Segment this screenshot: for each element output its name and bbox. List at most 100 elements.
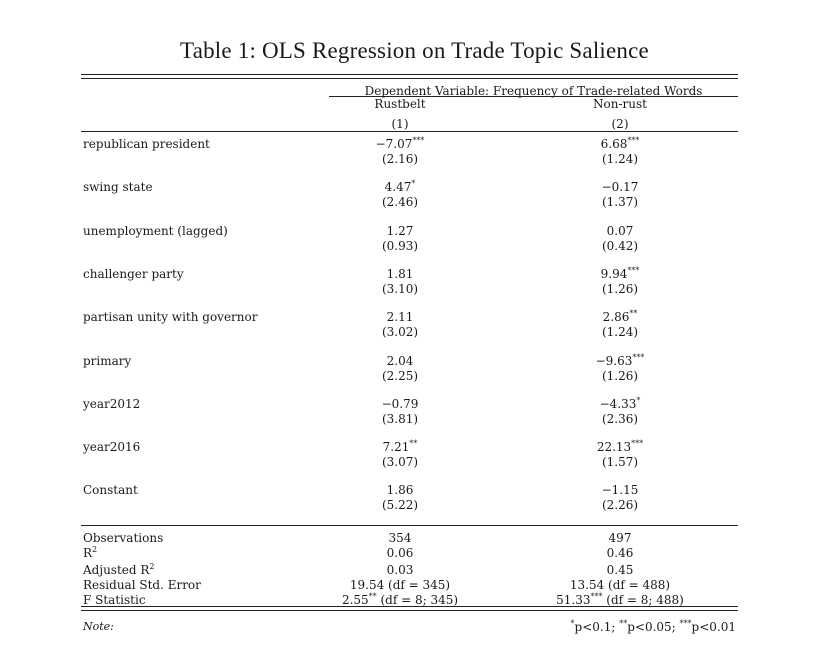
standard-error-c1: (3.07) (381, 455, 419, 469)
significance-stars: ** (629, 309, 638, 318)
coefficient-c1: −0.79 (330, 397, 470, 411)
statistic-value: 13.54 (df = 488) (569, 578, 671, 592)
standard-error-c1: (3.02) (381, 325, 419, 339)
statistic-value: 0.06 (386, 546, 414, 560)
coefficient-c1: −7.07*** (330, 136, 470, 152)
coefficient-value: 0.07 (606, 224, 634, 238)
coefficient-c2: 2.86** (540, 309, 700, 325)
row-label: challenger party (83, 267, 184, 281)
standard-error-c1: (0.93) (381, 239, 419, 253)
coefficient-c1: 1.81 (330, 267, 470, 281)
standard-error-c1: (2.46) (381, 195, 419, 209)
statistic-detail: (df = 8; 488) (602, 593, 684, 607)
statistic-label: Adjusted R2 (83, 562, 155, 578)
significance-stars: *** (632, 353, 645, 362)
statistic-detail: (df = 8; 345) (376, 593, 459, 607)
statistic-name: Observations (83, 531, 164, 545)
standard-error-c2: (1.37) (601, 195, 639, 209)
column-name-2: Non-rust (593, 97, 647, 111)
statistic-name: F Statistic (83, 593, 146, 607)
statistic-superscript: 2 (149, 562, 155, 571)
column-number-2: (2) (611, 117, 629, 131)
statistic-value: 497 (608, 531, 632, 545)
top-rule-second (81, 78, 738, 79)
statistic-superscript: 2 (92, 545, 98, 554)
note-star-1: * (570, 619, 575, 628)
standard-error-c2: (1.24) (601, 152, 639, 166)
dependent-variable-rule (329, 96, 738, 97)
standard-error-c2: (1.26) (601, 369, 639, 383)
statistic-name: Residual Std. Error (83, 578, 201, 592)
coefficient-value: −1.15 (601, 483, 639, 497)
coefficient-value: 4.47 (384, 180, 412, 194)
dependent-variable-header: Dependent Variable: Frequency of Trade-r… (364, 84, 703, 98)
note-star-2: ** (619, 619, 628, 628)
coefficient-value: −9.63 (595, 354, 633, 368)
coefficient-value: −4.33 (599, 397, 637, 411)
standard-error-c2: (1.24) (601, 325, 639, 339)
coefficient-c2: 22.13*** (540, 440, 700, 455)
statistic-label: R2 (83, 545, 98, 561)
statistic-value-c1: 2.55** (df = 8; 345) (330, 593, 470, 608)
statistic-value: 0.46 (606, 546, 634, 560)
significance-note: *p<0.1; **p<0.05; ***p<0.01 (500, 619, 736, 635)
statistic-label: Residual Std. Error (83, 578, 201, 592)
coefficient-value: 1.27 (386, 224, 414, 238)
top-rule (81, 74, 738, 75)
header-rule (81, 131, 738, 132)
bottom-rule (81, 606, 738, 607)
row-label: republican president (83, 137, 210, 151)
statistic-value: 0.45 (606, 563, 634, 577)
coefficient-c2: −4.33* (540, 396, 700, 412)
statistic-value-c1: 19.54 (df = 345) (330, 578, 470, 592)
standard-error-c1: (3.81) (381, 412, 419, 426)
standard-error-c1: (2.25) (381, 369, 419, 383)
statistic-value: 19.54 (df = 345) (349, 578, 451, 592)
table-caption: Table 1: OLS Regression on Trade Topic S… (180, 38, 649, 63)
note-text-2: p<0.05; (627, 620, 680, 634)
coefficient-value: 1.81 (386, 267, 414, 281)
coefficient-value: 2.04 (386, 354, 414, 368)
coefficient-c2: −0.17 (540, 180, 700, 194)
column-number-1: (1) (391, 117, 409, 131)
significance-stars: *** (412, 136, 425, 145)
bottom-rule-second (81, 610, 738, 611)
statistic-name: R (83, 546, 93, 560)
significance-stars: * (636, 396, 641, 405)
standard-error-c1: (5.22) (381, 498, 419, 512)
standard-error-c2: (0.42) (601, 239, 639, 253)
statistic-value-c2: 51.33*** (df = 8; 488) (540, 592, 700, 608)
coefficient-c1: 2.04 (330, 354, 470, 368)
statistic-value-c2: 0.46 (540, 546, 700, 560)
column-name-1: Rustbelt (374, 97, 426, 111)
coefficient-c1: 1.27 (330, 224, 470, 238)
statistic-value-c2: 13.54 (df = 488) (540, 578, 700, 592)
coefficient-c1: 1.86 (330, 483, 470, 497)
statistic-value: 0.03 (386, 563, 414, 577)
standard-error-c2: (2.26) (601, 498, 639, 512)
note-text-3: p<0.01 (691, 620, 736, 634)
coefficient-value: −0.79 (381, 397, 419, 411)
significance-stars: *** (627, 136, 640, 145)
row-label: Constant (83, 483, 138, 497)
coefficient-c1: 4.47* (330, 180, 470, 195)
statistic-stars: *** (590, 592, 603, 601)
coefficient-value: 7.21 (382, 440, 410, 454)
coefficient-value: 1.86 (386, 483, 414, 497)
coefficient-c2: 9.94*** (540, 267, 700, 282)
row-label: year2012 (83, 397, 141, 411)
note-label: Note: (83, 620, 114, 633)
significance-stars: ** (409, 439, 418, 448)
row-label: swing state (83, 180, 153, 194)
statistic-value: 51.33 (556, 593, 591, 607)
standard-error-c2: (2.36) (601, 412, 639, 426)
statistic-label: Observations (83, 531, 163, 545)
statistic-value-c1: 0.03 (330, 563, 470, 577)
coefficient-value: 9.94 (600, 267, 628, 281)
coefficient-value: −0.17 (601, 180, 639, 194)
coefficient-value: 6.68 (600, 137, 628, 151)
note-star-3: *** (679, 619, 692, 628)
coefficient-value: 2.86 (602, 310, 630, 324)
standard-error-c1: (3.10) (381, 282, 419, 296)
coefficient-value: −7.07 (375, 137, 413, 151)
